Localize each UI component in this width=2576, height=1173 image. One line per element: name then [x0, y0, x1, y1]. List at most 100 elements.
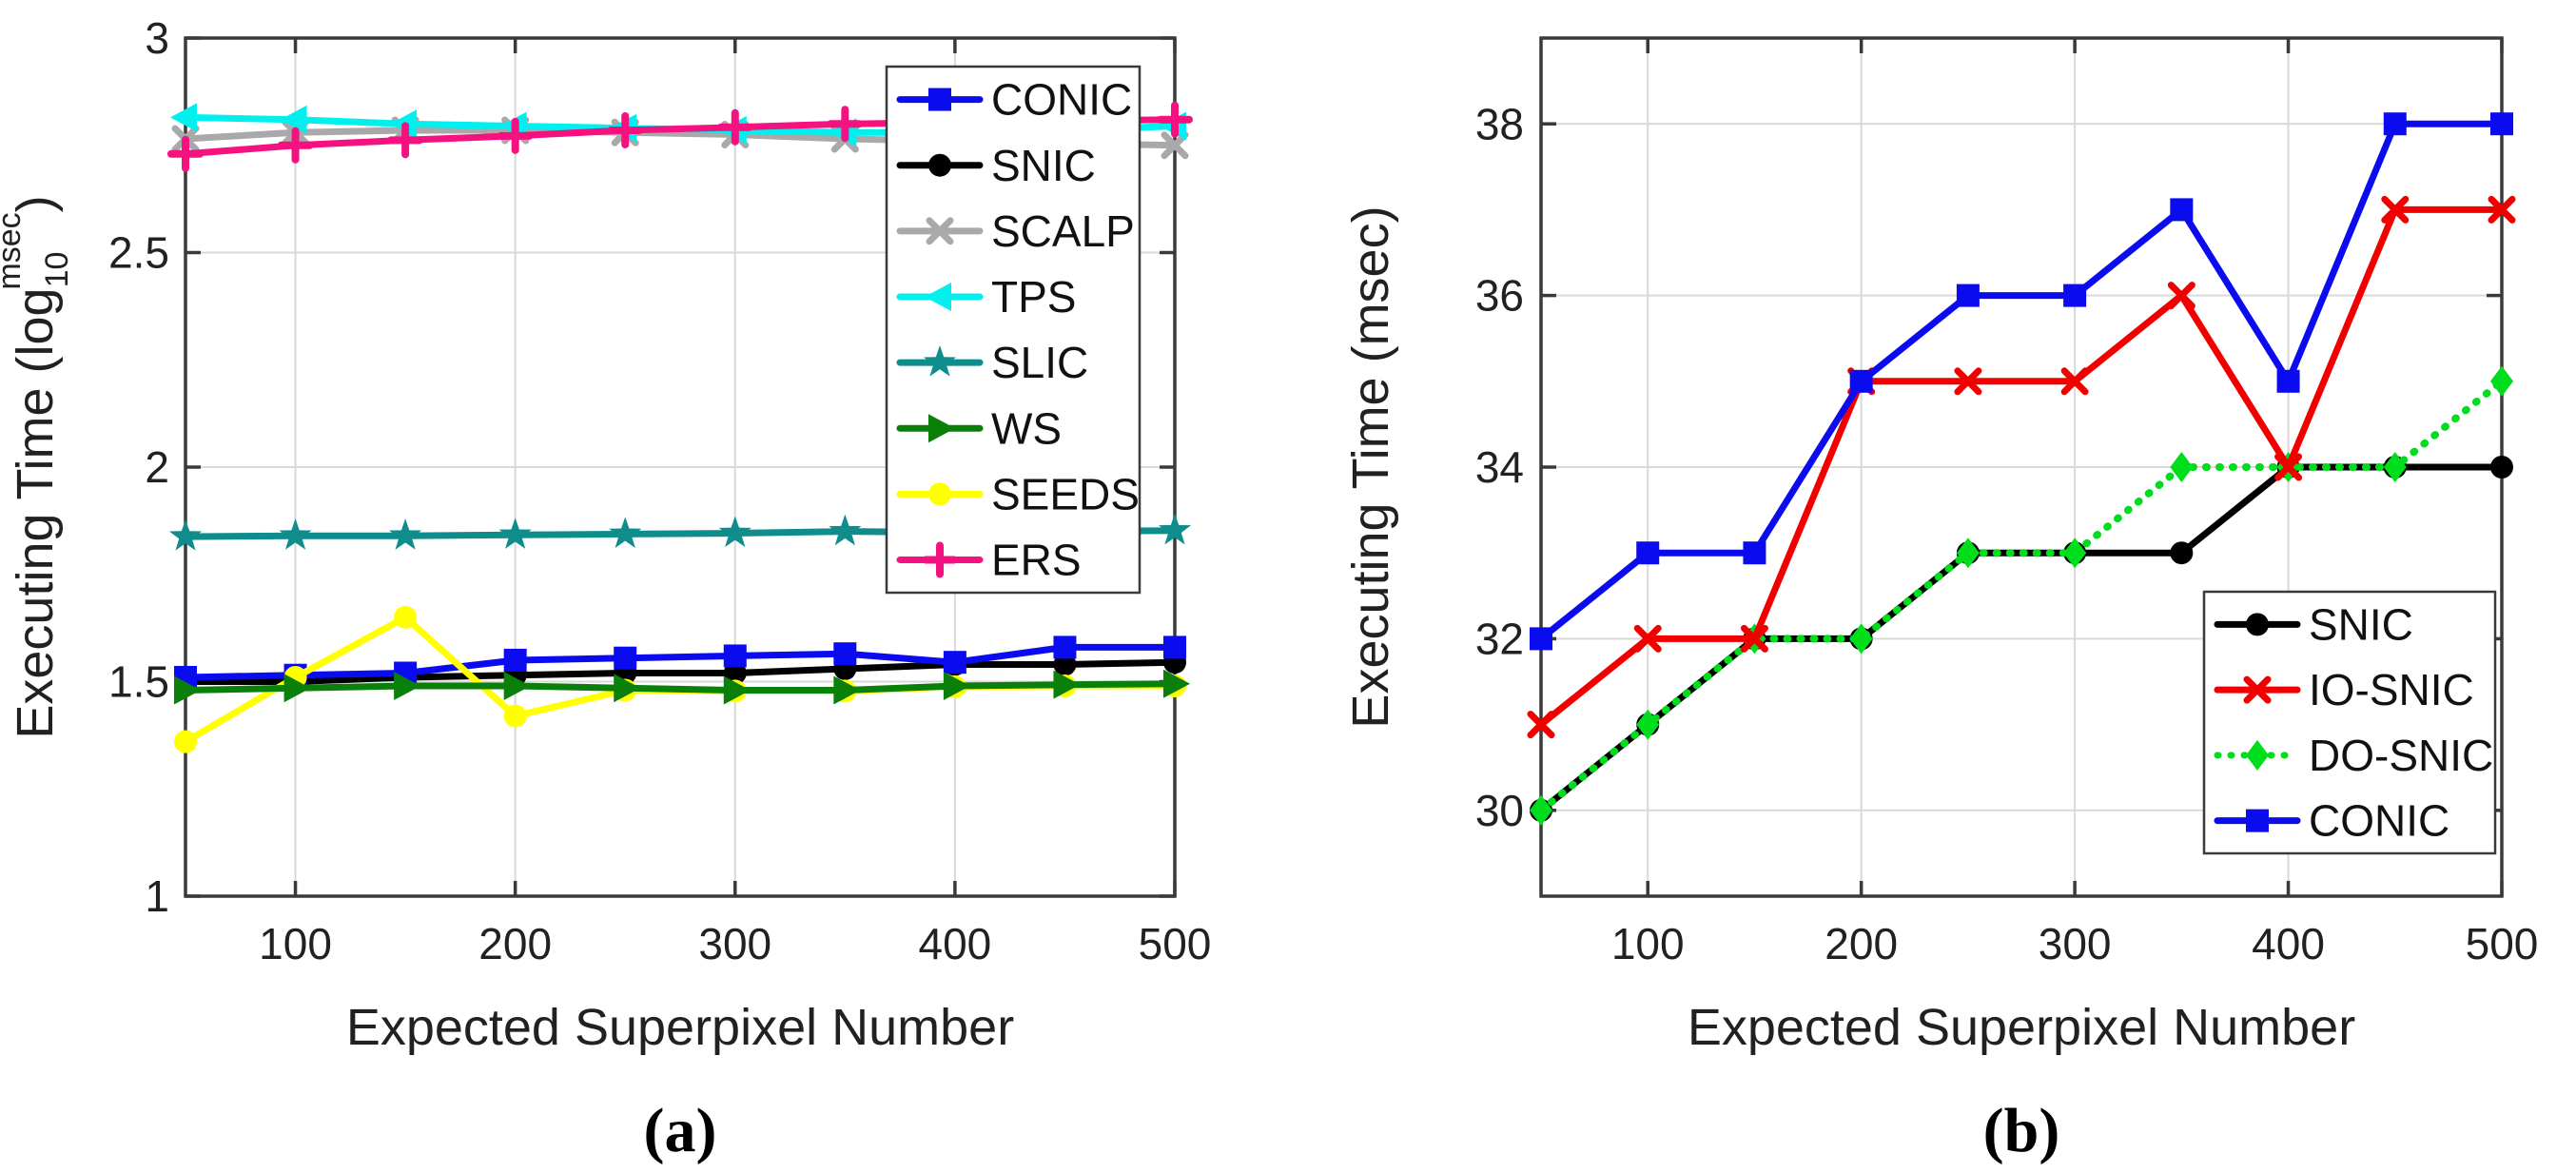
- marker-star: [923, 345, 957, 377]
- marker-plus: [497, 117, 534, 154]
- marker-star: [389, 518, 422, 550]
- marker-cross: [2060, 367, 2089, 396]
- y-axis-label: Executing Time (msec): [1342, 205, 1399, 728]
- marker-circle: [2170, 541, 2194, 565]
- marker-diamond: [2490, 365, 2513, 397]
- marker-plus: [1157, 101, 1193, 138]
- marker-triangle-right: [614, 674, 641, 703]
- x-tick-label: 500: [2466, 919, 2539, 968]
- marker-triangle-right: [503, 672, 531, 701]
- marker-circle: [928, 482, 951, 506]
- legend-label: TPS: [991, 272, 1076, 322]
- axis-text: 100 200 300 400 500 1 1.5 2 2.5 3 Expected Superpi…: [0, 13, 1211, 1056]
- legend-entry-ERS: ERS: [896, 536, 1082, 585]
- marker-cross: [1527, 711, 1555, 739]
- y-axis-label-subscript: 10: [39, 252, 75, 288]
- legend-entry-SCALP: SCALP: [896, 206, 1135, 256]
- marker-triangle-right: [1053, 670, 1081, 699]
- legend-label: IO-SNIC: [2309, 665, 2474, 714]
- series-line-WS: [182, 680, 1179, 694]
- x-tick-label: 400: [919, 919, 992, 968]
- y-tick-label: 32: [1475, 615, 1524, 664]
- marker-cross: [2274, 453, 2303, 481]
- legend-entry-SNIC: SNIC: [896, 141, 1096, 190]
- marker-square: [2246, 809, 2269, 832]
- marker-cross: [1740, 624, 1768, 653]
- legend-entry-CONIC: CONIC: [2214, 796, 2449, 846]
- series-line-DO-SNIC: [1537, 377, 2506, 814]
- marker-square: [1956, 283, 1980, 307]
- y-tick-label: 34: [1475, 442, 1524, 492]
- marker-circle: [2246, 613, 2269, 636]
- marker-circle: [928, 153, 951, 177]
- marker-square: [614, 646, 637, 670]
- marker-square: [2063, 283, 2087, 307]
- subfigure-caption: (b): [1983, 1096, 2060, 1165]
- marker-square: [1743, 541, 1766, 565]
- legend: CONIC SNIC SCALP TPS SLIC WS SEEDS ERS: [885, 65, 1142, 595]
- y-tick-label: 38: [1475, 99, 1524, 148]
- marker-plus: [922, 541, 958, 578]
- marker-plus: [716, 108, 753, 146]
- marker-circle: [503, 704, 527, 728]
- x-tick-label: 100: [1611, 919, 1685, 968]
- legend-label: SNIC: [991, 141, 1096, 190]
- x-tick-label: 400: [2252, 919, 2325, 968]
- marker-plus: [277, 127, 314, 164]
- marker-diamond: [1636, 709, 1660, 740]
- marker-square: [2490, 112, 2513, 136]
- marker-triangle-right: [1163, 669, 1190, 698]
- y-tick-label: 36: [1475, 271, 1524, 321]
- marker-plus: [387, 122, 424, 159]
- marker-triangle-left: [280, 105, 307, 134]
- y-tick-label: 1: [145, 871, 169, 921]
- marker-triangle-right: [283, 674, 311, 703]
- legend: SNIC IO-SNIC DO-SNIC CONIC: [2202, 590, 2497, 855]
- marker-square: [2383, 112, 2407, 136]
- marker-cross: [1161, 131, 1189, 160]
- legend-entry-TPS: TPS: [896, 272, 1076, 322]
- marker-square: [723, 644, 747, 668]
- series-line-CONIC: [1537, 120, 2506, 642]
- marker-square: [2170, 198, 2194, 222]
- x-tick-label: 100: [259, 919, 332, 968]
- series-IO-SNIC: [1527, 195, 2516, 739]
- marker-triangle-right: [723, 675, 751, 705]
- marker-star: [279, 518, 312, 550]
- marker-star: [609, 517, 642, 548]
- y-axis-label-main: Executing Time (log: [7, 287, 64, 738]
- marker-circle: [2490, 456, 2513, 479]
- series-line-SNIC: [182, 658, 1179, 685]
- marker-diamond: [2383, 452, 2407, 482]
- marker-cross: [2167, 282, 2195, 310]
- series-CONIC: [1530, 112, 2513, 651]
- y-axis-label-superscript: msec: [0, 212, 28, 289]
- marker-cross: [926, 217, 954, 245]
- x-tick-label: 300: [698, 919, 771, 968]
- series-line-CONIC: [182, 643, 1179, 681]
- y-axis-label: Executing Time (log10 msec): [0, 195, 75, 738]
- y-axis-label-main: Executing Time (msec): [1342, 205, 1399, 728]
- marker-cross: [2488, 195, 2516, 224]
- marker-diamond: [2246, 739, 2269, 771]
- y-tick-label: 3: [145, 13, 169, 63]
- marker-square: [1530, 627, 1552, 651]
- marker-cross: [2243, 675, 2272, 704]
- marker-square: [928, 88, 951, 111]
- subfigure-caption: (a): [644, 1096, 717, 1165]
- marker-star: [829, 514, 862, 546]
- series-line-IO-SNIC: [1537, 205, 2506, 729]
- marker-star: [1158, 513, 1192, 545]
- axis-text: 100 200 300 400 500 30 32 34 36 38 Expected Superp…: [1342, 99, 2538, 1056]
- marker-star: [718, 516, 751, 548]
- legend-entry-SEEDS: SEEDS: [896, 469, 1140, 518]
- marker-plus: [827, 106, 864, 143]
- y-axis-label-close: ): [7, 195, 64, 212]
- legend-label: SCALP: [991, 206, 1135, 256]
- chart-background: [1288, 0, 2576, 1173]
- y-tick-label: 30: [1475, 786, 1524, 835]
- marker-square: [1053, 635, 1077, 659]
- marker-triangle-right: [833, 675, 861, 705]
- legend-label: SNIC: [2309, 599, 2413, 649]
